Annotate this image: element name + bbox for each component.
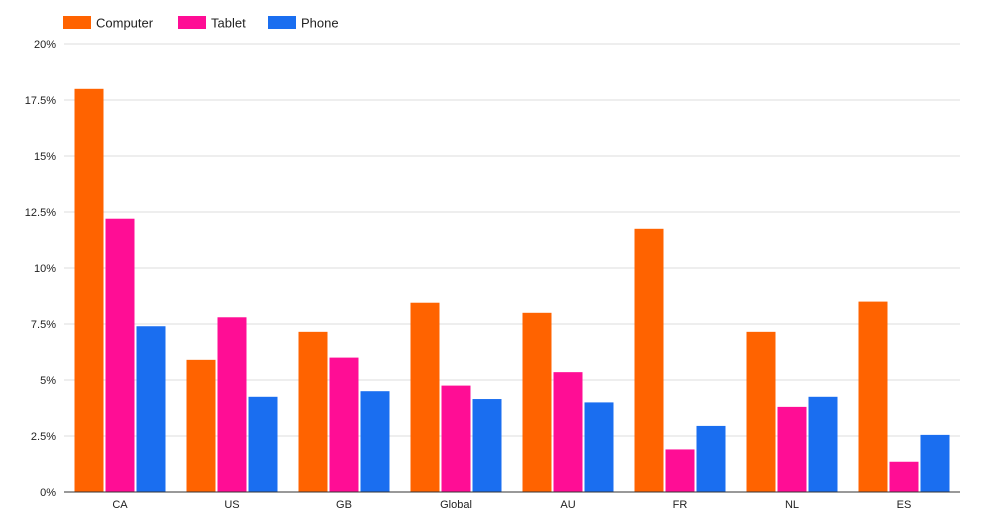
bar-tablet-global — [441, 385, 471, 492]
legend-swatch-phone — [268, 16, 296, 29]
bar-computer-us — [186, 359, 216, 492]
x-tick-label: ES — [897, 499, 912, 511]
x-tick-label: CA — [112, 499, 128, 511]
legend-swatch-computer — [63, 16, 91, 29]
bar-phone-gb — [360, 391, 390, 492]
bar-computer-au — [522, 312, 552, 492]
legend-swatch-tablet — [178, 16, 206, 29]
bar-phone-au — [584, 402, 614, 492]
bar-computer-fr — [634, 228, 664, 493]
y-tick-label: 17.5% — [25, 95, 56, 107]
y-tick-label: 12.5% — [25, 207, 56, 219]
bar-phone-us — [248, 396, 278, 492]
y-axis-tick-labels: 0% 2.5% 5% 7.5% 10% 12.5% 15% 17.5% 20% — [25, 39, 56, 499]
bar-computer-gb — [298, 331, 328, 492]
y-tick-label: 10% — [34, 263, 56, 275]
y-tick-label: 15% — [34, 151, 56, 163]
bar-computer-es — [858, 301, 888, 492]
legend: Computer Tablet Phone — [63, 16, 339, 31]
bar-phone-ca — [136, 326, 166, 492]
legend-label-computer: Computer — [96, 16, 154, 31]
bar-tablet-es — [889, 461, 919, 492]
bar-tablet-ca — [105, 218, 135, 492]
y-tick-label: 20% — [34, 39, 56, 51]
y-tick-label: 5% — [40, 375, 56, 387]
bar-phone-global — [472, 399, 502, 492]
x-tick-label: Global — [440, 499, 472, 511]
bar-computer-global — [410, 302, 440, 492]
legend-label-tablet: Tablet — [211, 16, 246, 31]
bar-tablet-au — [553, 372, 583, 492]
x-tick-label: US — [224, 499, 239, 511]
bar-tablet-gb — [329, 357, 359, 492]
bar-tablet-nl — [777, 406, 807, 492]
bar-tablet-fr — [665, 449, 695, 492]
bar-computer-ca — [74, 88, 104, 493]
x-axis-tick-labels: CA US GB Global AU FR NL ES — [112, 499, 911, 511]
legend-label-phone: Phone — [301, 16, 339, 31]
bar-tablet-us — [217, 317, 247, 492]
x-tick-label: NL — [785, 499, 799, 511]
bar-phone-nl — [808, 396, 838, 492]
bar-phone-fr — [696, 425, 726, 492]
bar-phone-es — [920, 434, 950, 492]
x-tick-label: GB — [336, 499, 352, 511]
bars — [74, 88, 950, 493]
y-tick-label: 7.5% — [31, 319, 56, 331]
x-tick-label: FR — [673, 499, 688, 511]
bar-computer-nl — [746, 331, 776, 492]
y-tick-label: 0% — [40, 487, 56, 499]
x-tick-label: AU — [560, 499, 575, 511]
y-tick-label: 2.5% — [31, 431, 56, 443]
